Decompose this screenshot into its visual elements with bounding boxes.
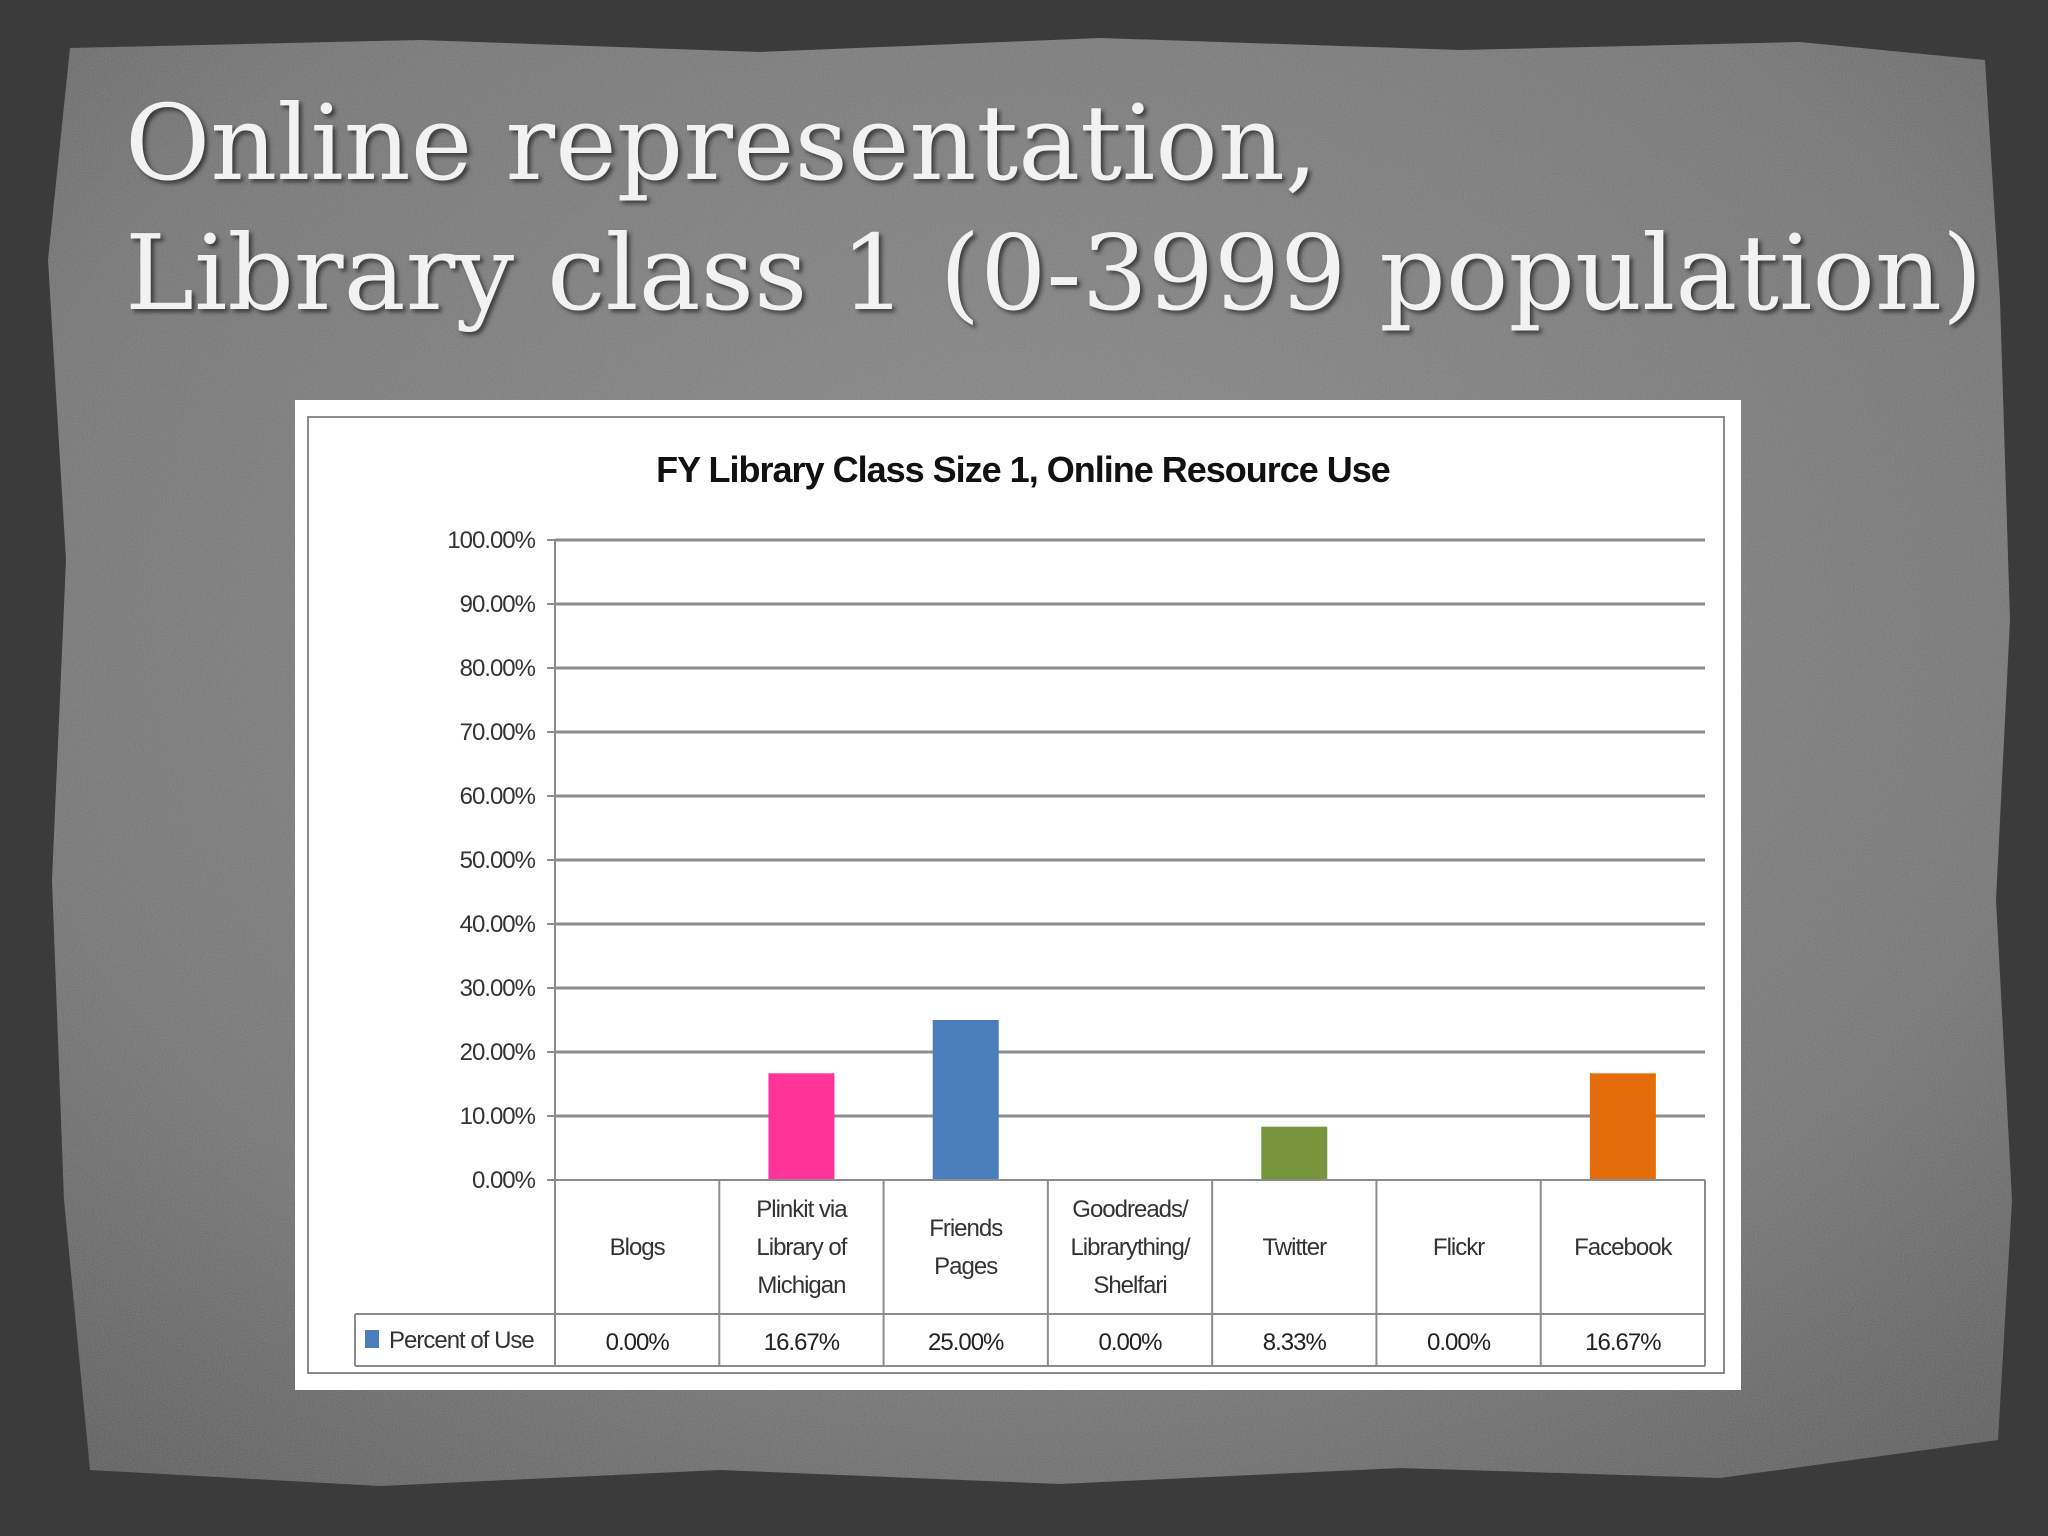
- bar: [1261, 1126, 1328, 1180]
- bar: [768, 1073, 835, 1180]
- x-category-label: Librarything/: [1070, 1234, 1190, 1261]
- y-tick-label: 10.00%: [460, 1103, 536, 1130]
- y-axis-ticks: 0.00% 10.00% 20.00% 30.00% 40.00% 50.00% 60.00…: [447, 527, 536, 1194]
- data-value-label: 25.00%: [928, 1329, 1004, 1356]
- chart: FY Library Class Size 1, Online Resource…: [354, 449, 1706, 1367]
- x-category-label: Library of: [756, 1234, 847, 1261]
- y-tick-label: 0.00%: [472, 1167, 536, 1194]
- y-tick-label: 80.00%: [460, 655, 536, 682]
- data-value-label: 16.67%: [1585, 1329, 1661, 1356]
- legend-label: Percent of Use: [389, 1327, 534, 1354]
- data-table: Blogs Plinkit via Library of Michigan Friend…: [354, 1179, 1706, 1367]
- y-tick-label: 20.00%: [460, 1039, 536, 1066]
- gridlines: [547, 538, 1705, 1366]
- x-category-label: Goodreads/: [1072, 1196, 1189, 1223]
- y-tick-label: 90.00%: [460, 591, 536, 618]
- x-category-label: Blogs: [610, 1234, 666, 1261]
- chart-title: FY Library Class Size 1, Online Resource…: [656, 449, 1390, 490]
- bar: [932, 1020, 999, 1180]
- data-value-label: 0.00%: [1098, 1329, 1162, 1356]
- x-category-label: Facebook: [1574, 1234, 1673, 1261]
- x-category-label: Friends: [929, 1215, 1003, 1242]
- slide-title-line-2: Library class 1 (0-3999 population): [125, 212, 1983, 334]
- chart-border: [307, 416, 1725, 1374]
- x-category-label: Twitter: [1262, 1234, 1327, 1261]
- data-value-label: 8.33%: [1263, 1329, 1327, 1356]
- slide-title-line-1: Online representation,: [125, 82, 1318, 204]
- bar: [1589, 1073, 1656, 1180]
- x-category-label: Shelfari: [1093, 1272, 1166, 1299]
- x-category-label: Michigan: [757, 1272, 845, 1299]
- slide-title: Online representation, Library class 1 (…: [125, 78, 1983, 338]
- y-tick-label: 60.00%: [460, 783, 536, 810]
- x-category-label: Plinkit via: [756, 1196, 848, 1223]
- y-tick-label: 70.00%: [460, 719, 536, 746]
- data-value-label: 16.67%: [764, 1329, 840, 1356]
- y-tick-label: 40.00%: [460, 911, 536, 938]
- y-tick-label: 100.00%: [447, 527, 535, 554]
- bars: [768, 1020, 1656, 1180]
- x-category-label: Flickr: [1433, 1234, 1485, 1261]
- x-category-label: Pages: [934, 1253, 998, 1280]
- chart-frame: FY Library Class Size 1, Online Resource…: [295, 400, 1741, 1390]
- data-value-label: 0.00%: [1427, 1329, 1491, 1356]
- legend-marker: [365, 1330, 379, 1348]
- y-tick-label: 50.00%: [460, 847, 536, 874]
- y-tick-label: 30.00%: [460, 975, 536, 1002]
- data-value-label: 0.00%: [606, 1329, 670, 1356]
